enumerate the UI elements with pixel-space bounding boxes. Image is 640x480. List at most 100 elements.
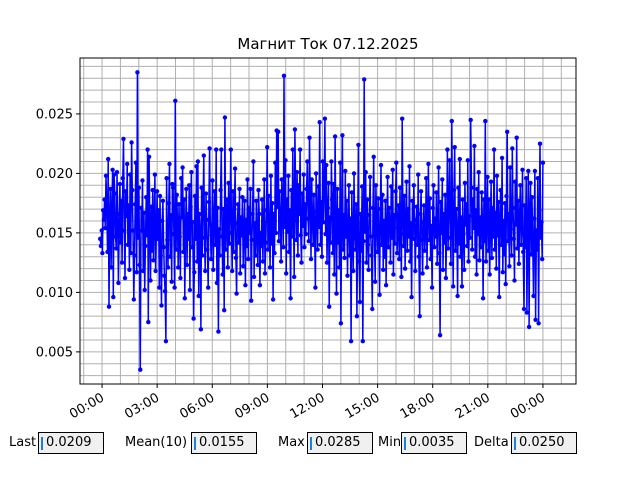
data-point bbox=[321, 220, 326, 225]
data-point bbox=[495, 233, 500, 238]
data-point bbox=[213, 242, 218, 247]
data-point bbox=[226, 180, 231, 186]
data-point bbox=[375, 196, 381, 201]
min-value-field[interactable]: 0.0035 bbox=[401, 432, 467, 454]
data-point bbox=[385, 174, 390, 180]
data-point bbox=[248, 186, 253, 192]
data-point bbox=[329, 197, 335, 202]
data-point bbox=[127, 267, 132, 272]
data-point bbox=[313, 285, 318, 290]
data-point bbox=[240, 195, 245, 200]
data-point bbox=[348, 216, 353, 221]
data-point bbox=[235, 202, 241, 207]
y-tick-label: 0.010 bbox=[36, 286, 73, 301]
data-point bbox=[259, 243, 264, 249]
data-point bbox=[262, 271, 268, 276]
data-point bbox=[335, 186, 340, 192]
data-point bbox=[126, 203, 131, 208]
data-point bbox=[524, 176, 529, 181]
x-tick-label: 06:00 bbox=[177, 390, 217, 422]
data-point bbox=[392, 241, 398, 246]
data-point bbox=[418, 189, 424, 194]
data-point bbox=[356, 259, 362, 264]
data-point bbox=[129, 140, 134, 145]
data-point bbox=[350, 236, 355, 241]
data-point bbox=[160, 198, 166, 203]
data-point bbox=[179, 176, 184, 181]
data-point bbox=[304, 186, 309, 192]
data-point bbox=[276, 239, 282, 244]
data-point bbox=[374, 217, 379, 222]
data-point bbox=[233, 255, 239, 261]
data-point bbox=[251, 159, 256, 164]
data-point bbox=[424, 265, 430, 270]
data-point bbox=[122, 275, 128, 281]
data-point bbox=[186, 236, 191, 241]
data-point bbox=[252, 221, 257, 226]
data-point bbox=[225, 265, 230, 270]
data-point bbox=[204, 217, 209, 222]
data-point bbox=[482, 239, 487, 244]
data-point bbox=[497, 216, 503, 221]
data-point bbox=[508, 227, 513, 232]
data-point bbox=[483, 259, 489, 264]
data-point bbox=[349, 190, 354, 195]
data-point bbox=[493, 210, 498, 215]
data-point bbox=[480, 216, 485, 221]
data-point bbox=[510, 205, 516, 211]
data-point bbox=[518, 242, 524, 247]
data-point bbox=[223, 247, 228, 252]
data-point bbox=[181, 249, 186, 255]
data-point bbox=[140, 178, 145, 183]
last-value: 0.0209 bbox=[46, 435, 92, 450]
x-tick-label: 12:00 bbox=[288, 390, 328, 422]
data-point bbox=[306, 239, 311, 244]
data-point bbox=[149, 248, 155, 253]
data-point bbox=[376, 227, 381, 232]
data-point bbox=[448, 235, 453, 240]
data-point bbox=[185, 211, 190, 217]
delta-value-field[interactable]: 0.0250 bbox=[511, 432, 577, 454]
data-point bbox=[449, 118, 454, 124]
data-point bbox=[394, 250, 400, 256]
data-point bbox=[373, 279, 378, 284]
data-point bbox=[399, 274, 404, 280]
data-point bbox=[197, 228, 203, 233]
max-value-field[interactable]: 0.0285 bbox=[307, 432, 373, 454]
data-point bbox=[114, 170, 120, 175]
mean-value-field[interactable]: 0.0155 bbox=[191, 432, 257, 454]
data-point bbox=[308, 256, 314, 262]
data-point bbox=[134, 270, 139, 275]
data-point bbox=[368, 234, 373, 239]
data-point bbox=[295, 253, 301, 258]
delta-label: Delta bbox=[474, 435, 509, 450]
data-point bbox=[239, 233, 244, 238]
data-point bbox=[196, 293, 201, 299]
last-value-field[interactable]: 0.0209 bbox=[38, 432, 104, 454]
data-point bbox=[421, 203, 427, 208]
data-point bbox=[427, 196, 433, 201]
data-point bbox=[512, 278, 517, 283]
data-point bbox=[351, 171, 357, 176]
data-point bbox=[177, 234, 182, 239]
data-point bbox=[309, 177, 314, 182]
data-point bbox=[526, 324, 532, 330]
data-point bbox=[453, 248, 458, 253]
data-point bbox=[371, 154, 376, 159]
data-point bbox=[171, 231, 177, 237]
data-point bbox=[152, 215, 157, 220]
data-point bbox=[253, 253, 258, 258]
data-point bbox=[462, 267, 467, 272]
data-point bbox=[108, 265, 114, 270]
data-point bbox=[214, 147, 219, 152]
data-point bbox=[413, 268, 418, 274]
data-point bbox=[198, 327, 204, 332]
data-point bbox=[500, 270, 505, 275]
data-point bbox=[342, 255, 347, 261]
data-point bbox=[507, 264, 512, 269]
data-point bbox=[432, 245, 437, 250]
data-point bbox=[256, 187, 261, 193]
data-point bbox=[117, 181, 123, 187]
data-point bbox=[267, 265, 273, 270]
data-point bbox=[238, 271, 243, 276]
